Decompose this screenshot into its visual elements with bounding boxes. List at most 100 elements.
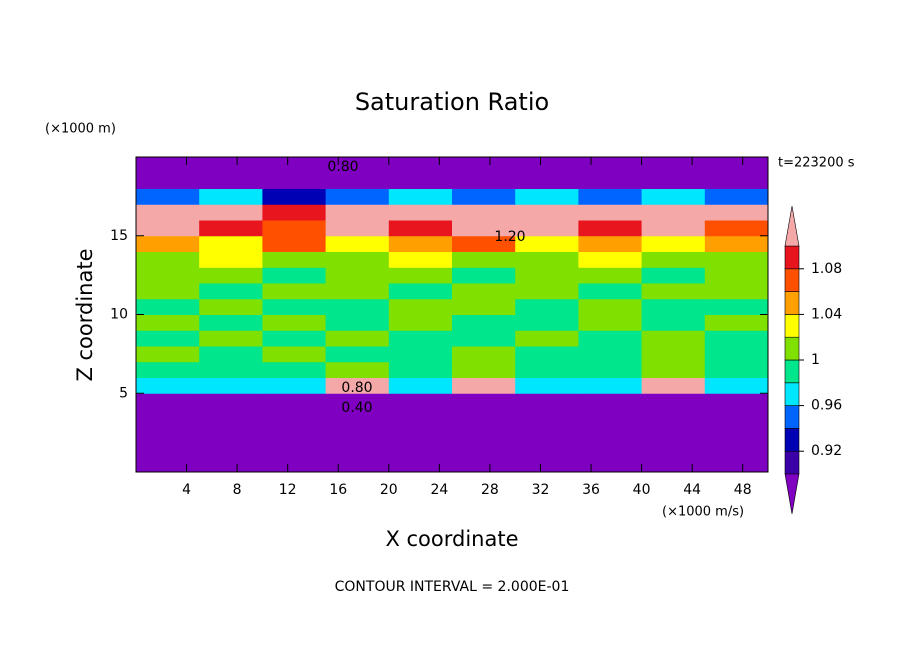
cell xyxy=(136,267,200,284)
cell xyxy=(704,298,769,315)
cell xyxy=(262,204,327,221)
cell xyxy=(199,298,263,315)
colorbar-tick-label: 1.08 xyxy=(811,261,842,277)
cell xyxy=(199,267,263,284)
colorbar-tick-label: 1 xyxy=(811,352,820,368)
cell xyxy=(704,188,769,205)
cell xyxy=(136,377,200,394)
colorbar-tick-label: 1.04 xyxy=(811,306,842,322)
cell xyxy=(641,393,706,410)
cell xyxy=(641,220,706,237)
cell xyxy=(199,220,263,237)
cell xyxy=(199,377,263,394)
cell xyxy=(199,204,263,221)
cell xyxy=(388,346,453,363)
cell xyxy=(578,267,643,284)
cell xyxy=(515,204,579,221)
cell xyxy=(578,298,643,315)
cell xyxy=(452,377,516,394)
cell xyxy=(641,235,706,252)
cell xyxy=(641,456,706,473)
cell xyxy=(388,267,453,284)
cell xyxy=(136,172,200,189)
cell xyxy=(515,330,579,347)
cell xyxy=(578,456,643,473)
cell xyxy=(515,424,579,441)
cell xyxy=(325,409,390,426)
cell xyxy=(325,172,390,189)
cell xyxy=(388,456,453,473)
cell xyxy=(388,157,453,174)
y-axis-label: Z coordinate xyxy=(73,248,97,381)
cell xyxy=(578,235,643,252)
cell xyxy=(262,298,327,315)
cell xyxy=(199,188,263,205)
cell xyxy=(325,393,390,410)
colorbar-segment xyxy=(784,245,800,270)
x-tick-label: 28 xyxy=(481,482,499,498)
cell xyxy=(578,346,643,363)
x-tick-label: 48 xyxy=(734,482,752,498)
cell xyxy=(578,204,643,221)
cell xyxy=(704,377,769,394)
cell xyxy=(199,440,263,457)
y-tick-label: 5 xyxy=(119,385,128,401)
cell xyxy=(199,456,263,473)
x-tick-label: 40 xyxy=(633,482,651,498)
cell xyxy=(578,424,643,441)
cell xyxy=(578,440,643,457)
x-tick-label: 12 xyxy=(279,482,297,498)
cell xyxy=(199,409,263,426)
cell xyxy=(388,235,453,252)
cell xyxy=(388,314,453,331)
x-tick-label: 44 xyxy=(683,482,701,498)
cell xyxy=(262,330,327,347)
cell xyxy=(704,424,769,441)
cell xyxy=(262,157,327,174)
cell xyxy=(262,267,327,284)
x-tick-label: 4 xyxy=(182,482,191,498)
chart-title: Saturation Ratio xyxy=(355,88,549,116)
cell xyxy=(641,298,706,315)
cell xyxy=(262,314,327,331)
cell xyxy=(578,251,643,268)
cell xyxy=(262,235,327,252)
cell xyxy=(515,157,579,174)
cell xyxy=(136,188,200,205)
cell xyxy=(325,283,390,300)
cell xyxy=(325,314,390,331)
cell xyxy=(452,188,516,205)
cell xyxy=(515,188,579,205)
cell xyxy=(641,361,706,378)
cell xyxy=(452,220,516,237)
y-tick-label: 15 xyxy=(110,228,128,244)
cell xyxy=(388,424,453,441)
cell xyxy=(578,409,643,426)
cell xyxy=(641,283,706,300)
colorbar-extend-low xyxy=(784,473,800,515)
cell xyxy=(452,456,516,473)
cell xyxy=(641,424,706,441)
cell xyxy=(136,361,200,378)
cell xyxy=(515,377,579,394)
cell xyxy=(262,440,327,457)
field xyxy=(136,157,769,473)
cell xyxy=(515,298,579,315)
cell xyxy=(515,314,579,331)
cell xyxy=(136,251,200,268)
x-axis-label: X coordinate xyxy=(385,527,518,551)
cell xyxy=(452,298,516,315)
cell xyxy=(704,204,769,221)
cell xyxy=(578,377,643,394)
cell xyxy=(262,283,327,300)
cell xyxy=(325,204,390,221)
cell xyxy=(388,440,453,457)
cell xyxy=(704,456,769,473)
cell xyxy=(199,346,263,363)
cell xyxy=(199,361,263,378)
cell xyxy=(704,409,769,426)
colorbar-extend-high xyxy=(784,205,800,247)
cell xyxy=(704,235,769,252)
cell xyxy=(199,157,263,174)
